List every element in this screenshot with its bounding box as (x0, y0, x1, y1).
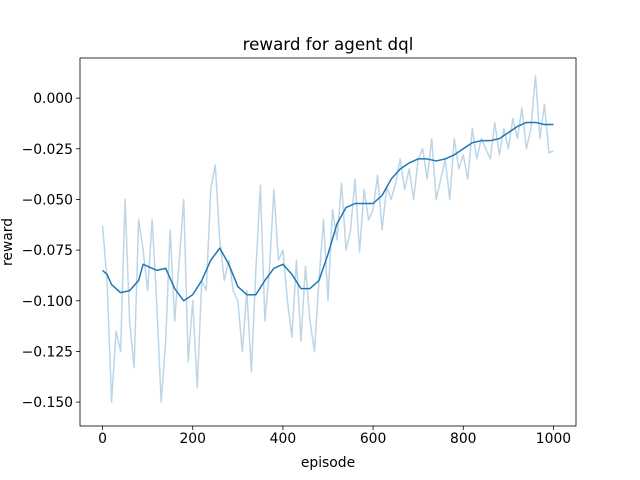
y-tick-label: −0.050 (22, 192, 73, 208)
y-tick-label: 0.000 (33, 91, 73, 107)
chart-title: reward for agent dql (243, 34, 414, 54)
y-tick-label: −0.025 (22, 142, 73, 158)
x-tick-label: 600 (360, 431, 387, 447)
series-line (102, 121, 554, 302)
x-tick-label: 0 (98, 431, 107, 447)
series-line (101, 75, 554, 403)
y-tick-label: −0.125 (22, 344, 73, 360)
x-tick-label: 1000 (536, 431, 571, 447)
y-tick-label: −0.100 (22, 294, 73, 310)
x-axis-label: episode (301, 455, 355, 471)
y-axis-label: reward (0, 218, 16, 266)
x-tick-label: 400 (270, 431, 297, 447)
x-tick-label: 200 (179, 431, 206, 447)
y-tick-label: −0.150 (22, 395, 73, 411)
y-tick-label: −0.075 (22, 243, 73, 259)
x-tick-label: 800 (450, 431, 477, 447)
plot-frame (79, 57, 577, 427)
